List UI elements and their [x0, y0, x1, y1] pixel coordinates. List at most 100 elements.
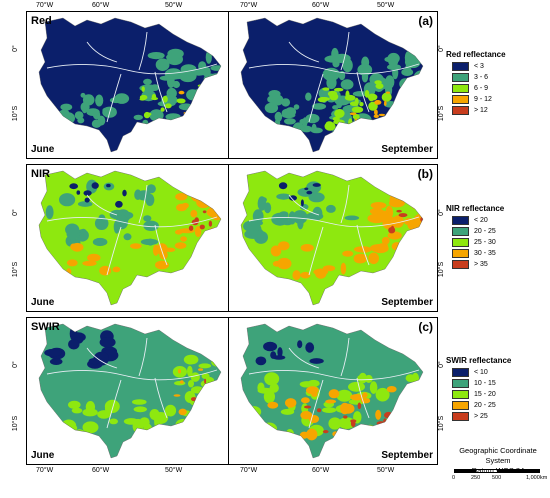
red-legend: Red reflectance < 3 3 - 6 6 - 9 9 - 12 >… — [446, 50, 546, 116]
lat-tick-right: 0° — [437, 361, 445, 368]
legend-item: < 3 — [446, 61, 546, 72]
legend-label: 6 - 9 — [474, 85, 489, 92]
legend-swatch — [452, 238, 469, 247]
legend-label: > 25 — [474, 413, 488, 420]
legend-swatch — [452, 368, 469, 377]
lon-tick-bottom: 50°W — [165, 467, 183, 474]
legend-label: 10 - 15 — [474, 380, 496, 387]
lat-tick-right: 0° — [437, 45, 445, 52]
scale-label: 0 — [452, 475, 456, 481]
legend-label: 20 - 25 — [474, 402, 496, 409]
panel-title: SWIR — [31, 321, 60, 333]
map-graphic — [240, 17, 424, 153]
legend-label: 20 - 25 — [474, 228, 496, 235]
lon-tick-bottom: 50°W — [377, 467, 395, 474]
legend-swatch — [452, 84, 469, 93]
lon-tick-bottom: 60°W — [312, 467, 330, 474]
legend-item: 25 - 30 — [446, 237, 546, 248]
map-graphic — [38, 170, 222, 306]
legend-swatch — [452, 379, 469, 388]
legend-item: > 25 — [446, 411, 546, 422]
swir-june-map — [27, 318, 227, 464]
legend-label: < 10 — [474, 369, 488, 376]
legend-item: > 35 — [446, 259, 546, 270]
legend-label: > 35 — [474, 261, 488, 268]
crs-line-1: Geographic Coordinate System — [459, 446, 537, 465]
scale-label: 1,000 — [526, 475, 540, 481]
scale-label: 250 — [471, 475, 481, 481]
lat-tick-left: 10°S — [12, 261, 20, 278]
lon-tick-bottom: 70°W — [36, 467, 54, 474]
lat-tick-right: 10°S — [438, 415, 446, 432]
legend-label: 9 - 12 — [474, 96, 492, 103]
legend-item: 6 - 9 — [446, 83, 546, 94]
panel-divider — [228, 12, 229, 158]
legend-item: 15 - 20 — [446, 389, 546, 400]
lon-tick-top: 70°W — [240, 2, 258, 9]
nir-june-map — [27, 165, 227, 311]
lat-tick-left: 0° — [11, 45, 19, 52]
legend-item: > 12 — [446, 105, 546, 116]
legend-swatch — [452, 95, 469, 104]
legend-label: 15 - 20 — [474, 391, 496, 398]
scale-bar-segment — [497, 470, 539, 472]
legend-label: 30 - 35 — [474, 250, 496, 257]
legend-item: 3 - 6 — [446, 72, 546, 83]
legend-swatch — [452, 73, 469, 82]
lat-tick-left: 0° — [11, 209, 19, 216]
legend-swatch — [452, 227, 469, 236]
legend-item: 30 - 35 — [446, 248, 546, 259]
lat-tick-right: 10°S — [438, 105, 446, 122]
month-label-left: June — [31, 450, 55, 461]
lat-tick-right: 10°S — [438, 261, 446, 278]
panel-letter: (a) — [418, 14, 433, 28]
legend-item: 9 - 12 — [446, 94, 546, 105]
legend-item: < 20 — [446, 215, 546, 226]
legend-title: Red reflectance — [446, 50, 506, 59]
lon-tick-bottom: 60°W — [92, 467, 110, 474]
legend-swatch — [452, 412, 469, 421]
legend-label: > 12 — [474, 107, 488, 114]
lat-tick-left: 10°S — [12, 105, 20, 122]
nir-reflectance-panel: NIR (b) June September — [26, 164, 438, 312]
panel-title: NIR — [31, 168, 50, 180]
month-label-left: June — [31, 144, 55, 155]
legend-item: 20 - 25 — [446, 400, 546, 411]
lon-tick-top: 50°W — [377, 2, 395, 9]
panel-letter: (b) — [417, 167, 433, 181]
red-september-map — [229, 12, 429, 158]
scale-unit: km — [540, 475, 548, 481]
legend-label: 25 - 30 — [474, 239, 496, 246]
month-label-right: September — [381, 144, 433, 155]
legend-item: 20 - 25 — [446, 226, 546, 237]
month-label-left: June — [31, 297, 55, 308]
lon-tick-top: 60°W — [312, 2, 330, 9]
legend-swatch — [452, 216, 469, 225]
scale-bar — [454, 469, 540, 473]
nir-september-map — [229, 165, 429, 311]
month-label-right: September — [381, 450, 433, 461]
map-graphic — [240, 170, 424, 306]
scale-labels: 0 250 500 1,000 km — [450, 475, 548, 483]
legend-item: 10 - 15 — [446, 378, 546, 389]
legend-item: < 10 — [446, 367, 546, 378]
legend-swatch — [452, 106, 469, 115]
panel-title: Red — [31, 15, 52, 27]
legend-label: < 3 — [474, 63, 484, 70]
red-june-map — [27, 12, 227, 158]
legend-swatch — [452, 249, 469, 258]
panel-letter: (c) — [418, 320, 433, 334]
lat-tick-left: 0° — [11, 361, 19, 368]
legend-label: < 20 — [474, 217, 488, 224]
nir-legend: NIR reflectance < 20 20 - 25 25 - 30 30 … — [446, 204, 546, 270]
legend-title: NIR reflectance — [446, 204, 505, 213]
swir-reflectance-panel: SWIR (c) June September — [26, 317, 438, 465]
panel-divider — [228, 318, 229, 464]
legend-swatch — [452, 260, 469, 269]
swir-legend: SWIR reflectance < 10 10 - 15 15 - 20 20… — [446, 356, 546, 422]
panel-divider — [228, 165, 229, 311]
lon-tick-top: 60°W — [92, 2, 110, 9]
legend-title: SWIR reflectance — [446, 356, 512, 365]
map-graphic — [38, 17, 222, 153]
lat-tick-right: 0° — [437, 209, 445, 216]
